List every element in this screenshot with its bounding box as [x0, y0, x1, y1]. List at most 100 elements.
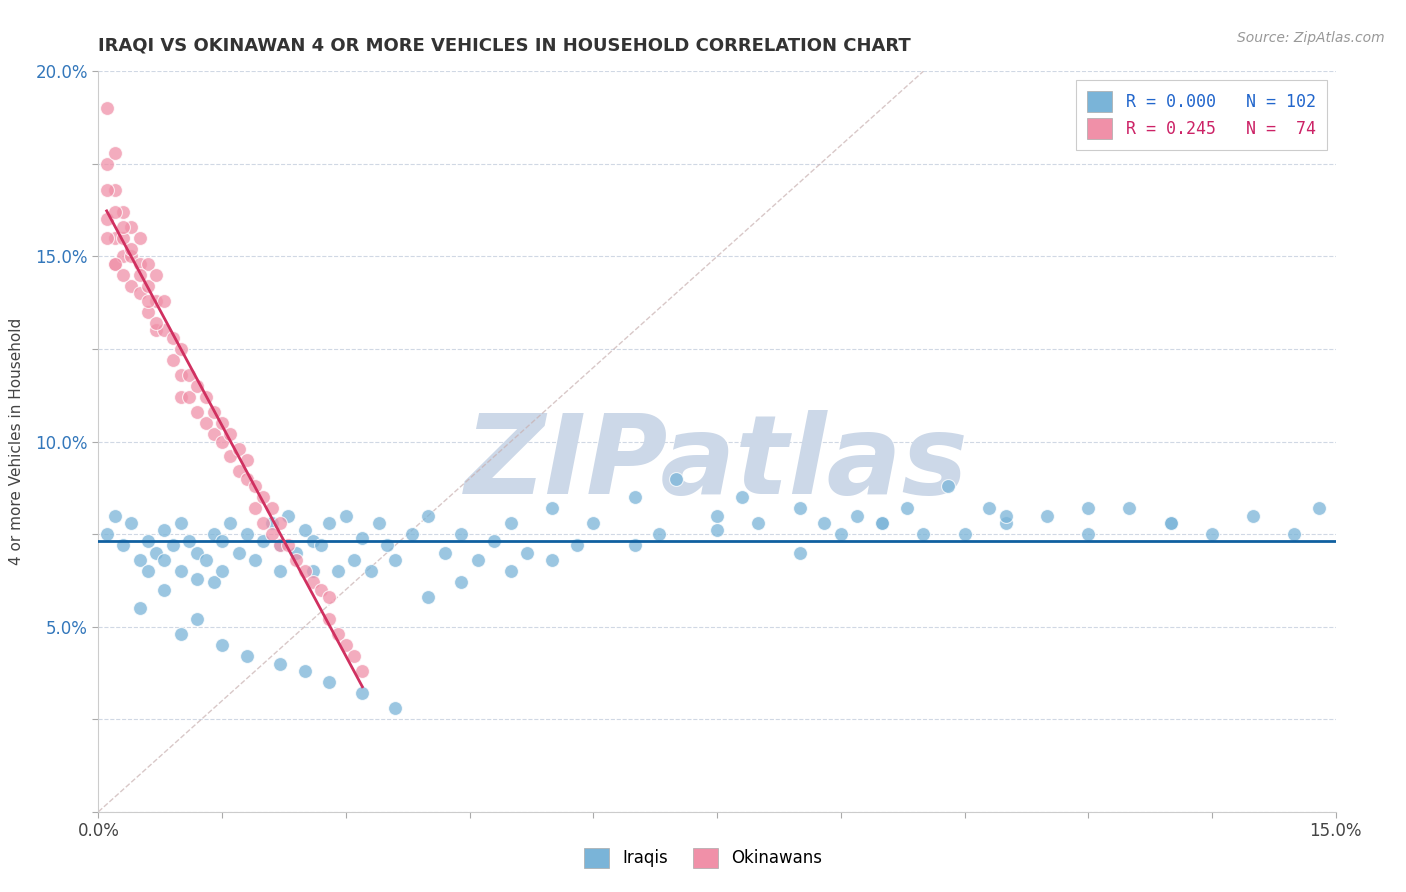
Point: [162, 331, 184, 345]
Point: [211, 434, 233, 449]
Point: [285, 545, 308, 560]
Point: [648, 527, 671, 541]
Point: [194, 416, 217, 430]
Point: [228, 545, 250, 560]
Point: [136, 305, 159, 319]
Point: [870, 516, 893, 530]
Y-axis label: 4 or more Vehicles in Household: 4 or more Vehicles in Household: [10, 318, 24, 566]
Point: [170, 516, 193, 530]
Point: [401, 527, 423, 541]
Point: [1308, 501, 1330, 516]
Point: [96, 231, 118, 245]
Point: [153, 582, 176, 597]
Point: [326, 564, 349, 578]
Point: [120, 250, 142, 264]
Point: [936, 479, 959, 493]
Point: [96, 157, 118, 171]
Point: [202, 405, 225, 419]
Point: [96, 183, 118, 197]
Point: [219, 427, 242, 442]
Point: [179, 390, 201, 404]
Point: [896, 501, 918, 516]
Point: [211, 564, 233, 578]
Point: [112, 205, 135, 219]
Point: [318, 516, 340, 530]
Point: [269, 657, 291, 671]
Point: [128, 257, 150, 271]
Point: [326, 627, 349, 641]
Point: [846, 508, 869, 523]
Point: [318, 675, 340, 690]
Point: [186, 379, 208, 393]
Point: [467, 553, 489, 567]
Point: [120, 219, 142, 234]
Point: [309, 582, 332, 597]
Point: [706, 524, 728, 538]
Point: [136, 534, 159, 549]
Point: [112, 268, 135, 282]
Legend: R = 0.000   N = 102, R = 0.245   N =  74: R = 0.000 N = 102, R = 0.245 N = 74: [1076, 79, 1327, 151]
Point: [269, 538, 291, 552]
Point: [120, 242, 142, 256]
Point: [136, 293, 159, 308]
Point: [243, 479, 266, 493]
Point: [145, 545, 167, 560]
Text: IRAQI VS OKINAWAN 4 OR MORE VEHICLES IN HOUSEHOLD CORRELATION CHART: IRAQI VS OKINAWAN 4 OR MORE VEHICLES IN …: [98, 37, 911, 54]
Point: [747, 516, 769, 530]
Point: [170, 390, 193, 404]
Point: [294, 664, 316, 678]
Point: [202, 427, 225, 442]
Point: [211, 534, 233, 549]
Point: [269, 564, 291, 578]
Point: [260, 501, 283, 516]
Point: [112, 219, 135, 234]
Point: [243, 501, 266, 516]
Point: [145, 268, 167, 282]
Point: [153, 553, 176, 567]
Point: [162, 353, 184, 368]
Point: [179, 534, 201, 549]
Point: [367, 516, 389, 530]
Point: [170, 627, 193, 641]
Point: [830, 527, 852, 541]
Point: [112, 538, 135, 552]
Point: [104, 231, 127, 245]
Point: [433, 545, 456, 560]
Point: [1241, 508, 1264, 523]
Point: [186, 405, 208, 419]
Point: [202, 575, 225, 590]
Point: [162, 538, 184, 552]
Point: [252, 516, 274, 530]
Point: [269, 538, 291, 552]
Point: [104, 257, 127, 271]
Point: [202, 527, 225, 541]
Point: [186, 612, 208, 626]
Point: [912, 527, 935, 541]
Point: [623, 538, 645, 552]
Point: [302, 534, 325, 549]
Point: [236, 527, 259, 541]
Point: [128, 601, 150, 615]
Point: [309, 538, 332, 552]
Point: [302, 564, 325, 578]
Point: [211, 416, 233, 430]
Point: [277, 538, 299, 552]
Point: [1160, 516, 1182, 530]
Point: [294, 564, 316, 578]
Point: [352, 686, 374, 700]
Point: [243, 553, 266, 567]
Point: [179, 368, 201, 382]
Point: [1036, 508, 1059, 523]
Point: [1118, 501, 1140, 516]
Point: [104, 145, 127, 160]
Point: [994, 516, 1017, 530]
Point: [1077, 527, 1099, 541]
Point: [318, 612, 340, 626]
Point: [104, 205, 127, 219]
Point: [236, 472, 259, 486]
Point: [285, 553, 308, 567]
Point: [252, 490, 274, 504]
Point: [236, 649, 259, 664]
Point: [979, 501, 1001, 516]
Point: [789, 545, 811, 560]
